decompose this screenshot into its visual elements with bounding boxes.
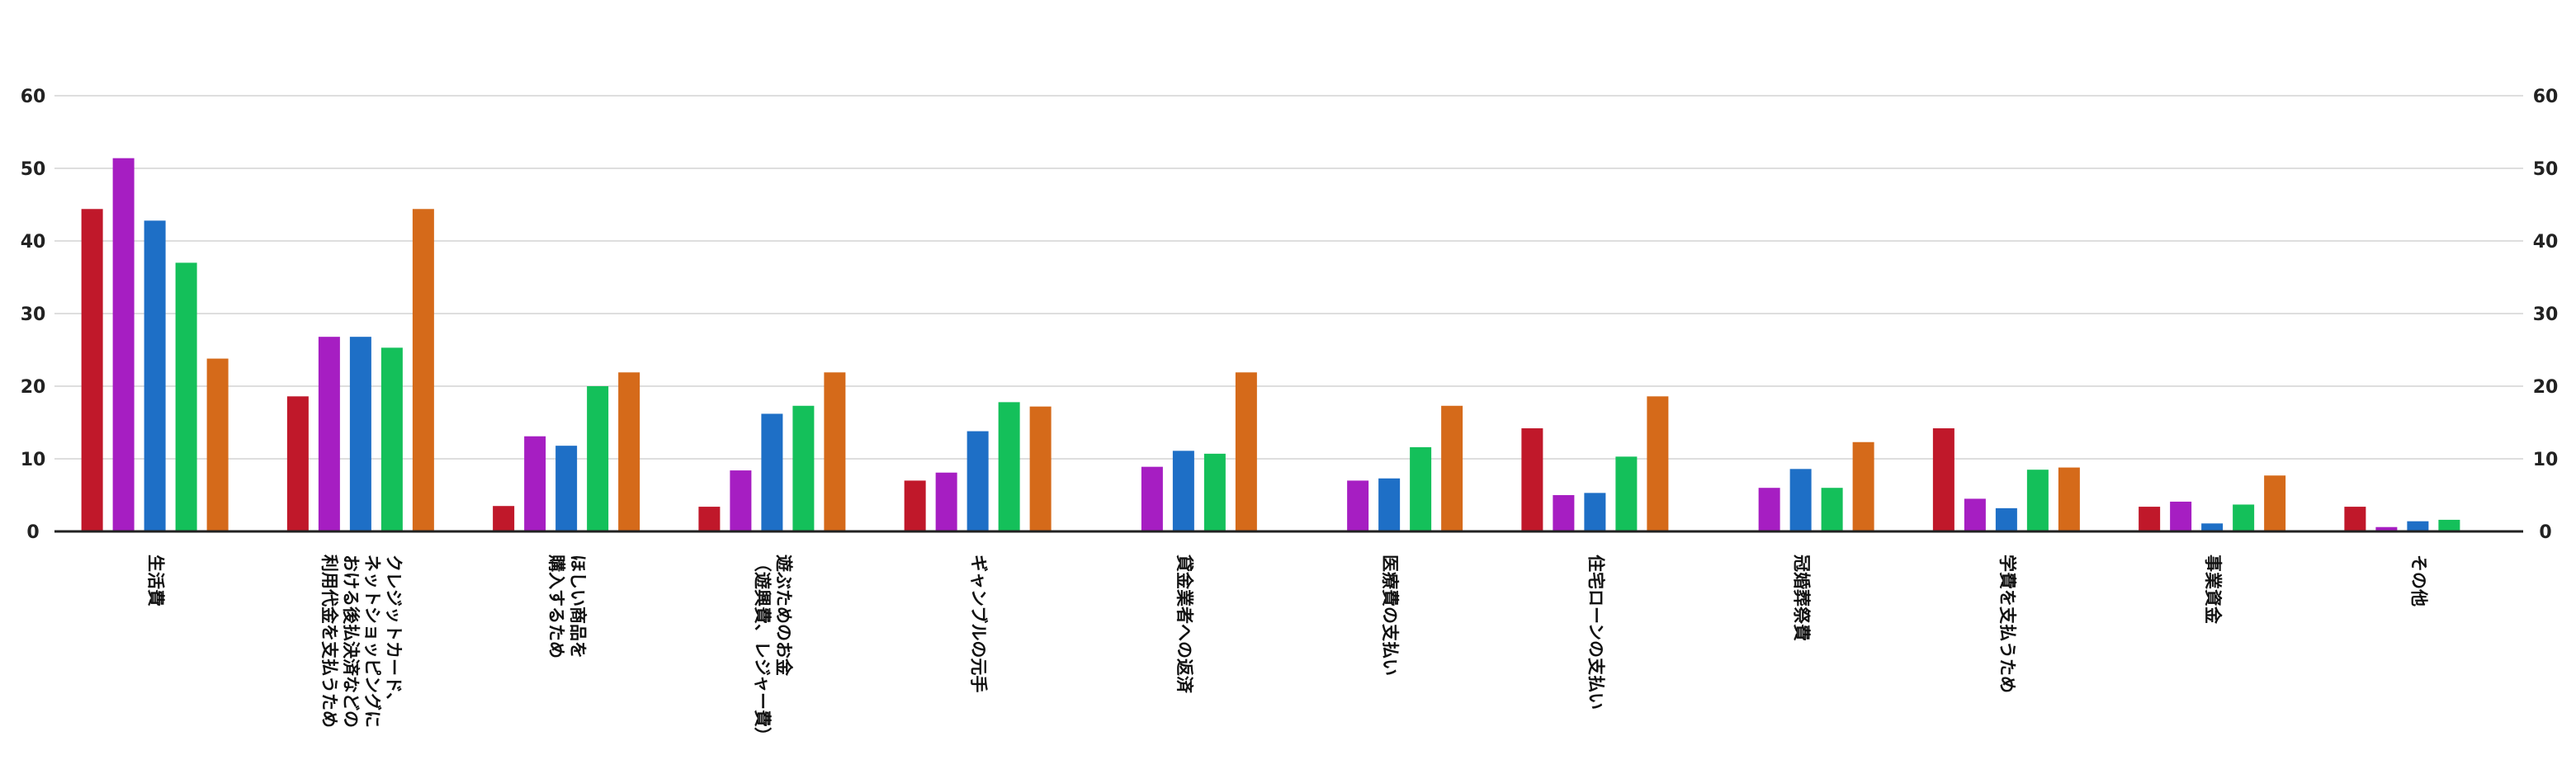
y-tick-label-left: 30 xyxy=(21,304,46,325)
category-label: 医療費の支払い xyxy=(1380,555,1400,676)
bar xyxy=(1172,451,1194,531)
y-tick-label-left: 60 xyxy=(21,87,46,107)
bar xyxy=(698,507,721,531)
bar xyxy=(1553,495,1575,531)
bar xyxy=(824,372,846,531)
bar xyxy=(730,470,752,531)
bar xyxy=(2407,521,2429,531)
bar xyxy=(2344,507,2366,531)
y-tick-label-right: 50 xyxy=(2533,159,2559,180)
bar xyxy=(1647,396,1669,531)
category-label: ギャンブルの元手 xyxy=(969,555,989,692)
category-label: 遊ぶためのお金 xyxy=(773,555,793,677)
bar xyxy=(175,262,197,531)
bar xyxy=(2026,470,2049,531)
bar xyxy=(1964,498,1986,531)
bar xyxy=(1758,488,1780,531)
category-label: 生活費 xyxy=(146,555,166,607)
y-tick-label-right: 60 xyxy=(2533,87,2559,107)
category-label: 購入するため xyxy=(546,554,566,659)
bar xyxy=(1203,453,1226,531)
bar xyxy=(792,405,815,531)
axes: 0 0 10 10 20 20 30 30 40 40 50 50 60 60 xyxy=(21,87,2559,543)
bar xyxy=(1141,466,1163,531)
category-label: その他 xyxy=(2408,555,2428,607)
category-label: 冠婚葬祭費 xyxy=(1792,555,1812,641)
bar xyxy=(2170,501,2192,531)
bar xyxy=(998,402,1020,531)
bar xyxy=(555,446,578,531)
bar xyxy=(1347,480,1369,531)
bar xyxy=(2201,523,2224,531)
y-tick-label-left: 40 xyxy=(21,232,46,253)
bar xyxy=(206,358,229,531)
bar xyxy=(1852,441,1874,531)
bar xyxy=(1378,478,1401,531)
bar xyxy=(1584,493,1606,531)
bar xyxy=(493,506,515,531)
bar xyxy=(1615,456,1638,531)
bar xyxy=(935,472,957,531)
bar xyxy=(1789,469,1812,531)
bar xyxy=(2375,526,2398,531)
bar xyxy=(81,209,103,531)
y-tick-label-right: 30 xyxy=(2533,304,2559,325)
bar xyxy=(967,431,989,531)
bar xyxy=(1821,488,1843,531)
y-tick-label-left: 50 xyxy=(21,159,46,180)
bar xyxy=(112,158,135,531)
category-label: 住宅ローンの支払い xyxy=(1586,555,1605,710)
y-tick-label-left: 10 xyxy=(21,450,46,470)
bar xyxy=(349,337,371,531)
bars xyxy=(81,158,2460,531)
bar xyxy=(318,337,340,531)
y-tick-label-left: 0 xyxy=(26,522,39,543)
bar xyxy=(1410,446,1432,531)
y-tick-label-right: 40 xyxy=(2533,232,2559,253)
bar xyxy=(587,386,609,531)
bar xyxy=(2233,504,2255,531)
bar xyxy=(1235,372,1257,531)
y-tick-label-left: 20 xyxy=(21,377,46,398)
bar xyxy=(2058,467,2080,531)
y-tick-label-right: 0 xyxy=(2539,522,2551,543)
bar xyxy=(144,220,166,531)
bar xyxy=(286,396,309,531)
category-label: （遊興費、レジャー費） xyxy=(752,555,772,744)
category-label: ほしい商品を xyxy=(568,555,588,659)
gridlines xyxy=(54,95,2523,460)
category-label: 事業資金 xyxy=(2203,555,2223,625)
bar xyxy=(1441,405,1463,531)
bar xyxy=(1521,428,1543,531)
y-tick-label-right: 10 xyxy=(2533,450,2559,470)
category-label: 貸金業者への返済 xyxy=(1175,554,1194,694)
bar xyxy=(2438,519,2460,531)
bar xyxy=(618,372,640,531)
bar xyxy=(1995,507,2017,531)
bar xyxy=(380,347,403,531)
category-labels: 生活費 クレジットカード、ネットショッピングにおける後払決済などの利用代金を支払う… xyxy=(146,554,2429,744)
bar xyxy=(412,209,434,531)
category-label: ネットショッピングに xyxy=(362,555,382,728)
y-tick-label-right: 20 xyxy=(2533,377,2559,398)
category-label: 学費を支払うため xyxy=(1997,555,2017,693)
category-label: おける後払決済などの xyxy=(341,555,361,728)
bar xyxy=(2139,507,2161,531)
bar xyxy=(2264,475,2286,531)
bar xyxy=(1029,406,1052,531)
bar xyxy=(1932,428,1954,531)
category-label: クレジットカード、 xyxy=(384,555,404,710)
category-label: 利用代金を支払うため xyxy=(319,555,339,728)
bar xyxy=(904,480,926,531)
bar xyxy=(761,413,783,531)
bar xyxy=(524,436,546,531)
